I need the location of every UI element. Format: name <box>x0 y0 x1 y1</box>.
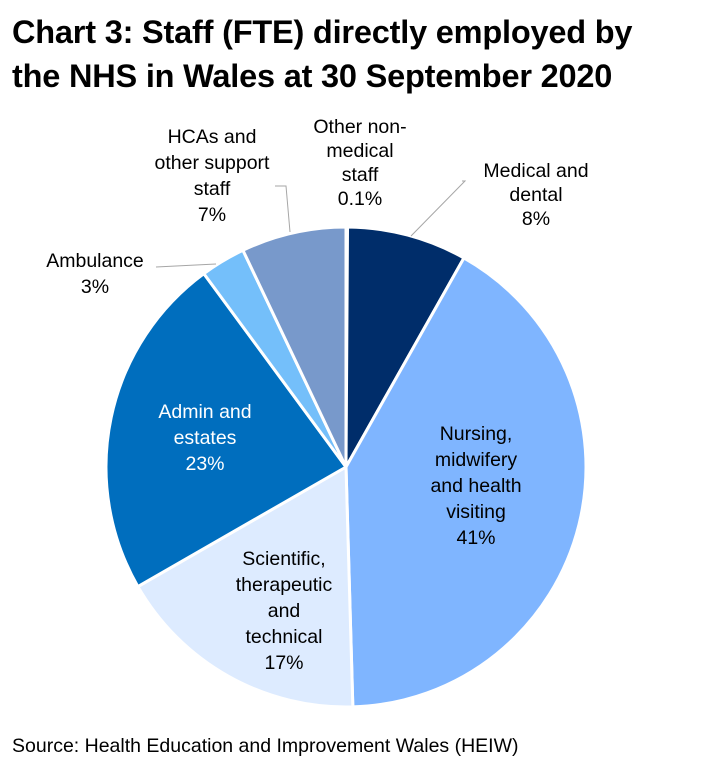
data-label-line: therapeutic <box>236 574 333 596</box>
data-label-line: 8% <box>522 208 550 230</box>
data-label-line: 0.1% <box>338 188 382 210</box>
data-label-line: midwifery <box>435 449 518 471</box>
data-label-line: HCAs and <box>168 126 257 148</box>
pie-slice-admin-and-estates <box>104 272 348 589</box>
data-label-line: staff <box>194 178 231 200</box>
data-label-line: 41% <box>456 527 495 549</box>
pie-slice-nursing-midwifery-and-health-visiting <box>344 256 588 709</box>
data-label-line: dental <box>509 184 562 206</box>
data-label: Medical and dental 8% <box>483 160 588 230</box>
data-label-line: Admin and <box>158 401 251 423</box>
leader-line <box>155 263 217 268</box>
source-note: Source: Health Education and Improvement… <box>12 735 519 757</box>
data-label-line: visiting <box>446 501 506 523</box>
data-label-line: Ambulance <box>46 250 144 272</box>
leader-line <box>275 185 291 233</box>
data-label: Ambulance 3% <box>46 250 144 298</box>
pie-slice-medical-and-dental <box>344 225 466 469</box>
pie-slice-hcas-and-other-support-staff <box>241 225 348 469</box>
data-label: Nursing, midwifery and health visiting 41% <box>430 423 521 549</box>
data-label-line: 3% <box>81 276 109 298</box>
chart-title-line-1: Chart 3: Staff (FTE) directly employed b… <box>12 14 633 50</box>
data-label-line: 23% <box>185 453 224 475</box>
data-label: Other non-medical staff 0.1% <box>313 116 406 210</box>
data-label-line: Medical and <box>483 160 588 182</box>
data-label-line: estates <box>174 427 237 449</box>
data-label: Admin and estates 23% <box>158 401 251 475</box>
data-label-line: Scientific, <box>242 548 325 570</box>
data-label: Scientific, therapeutic and technical 17% <box>236 548 333 674</box>
data-label-line: other support <box>155 152 270 174</box>
data-label-line: and health <box>430 475 521 497</box>
data-label: HCAs and other support staff 7% <box>155 126 270 226</box>
pie-slice-scientific-therapeutic-and-technical <box>136 465 355 709</box>
data-label-line: technical <box>246 626 323 648</box>
data-label-line: 17% <box>264 652 303 674</box>
data-label-line: and <box>268 600 301 622</box>
chart-title: Chart 3: Staff (FTE) directly employed b… <box>12 10 702 98</box>
data-label-line: staff <box>342 164 379 186</box>
leader-line <box>410 180 467 237</box>
data-label-line: 7% <box>198 204 226 226</box>
chart-title-line-2: the NHS in Wales at 30 September 2020 <box>12 58 613 94</box>
data-label-line: Other non- <box>313 116 406 138</box>
data-label-line: Nursing, <box>440 423 513 445</box>
data-label-line: medical <box>326 140 393 162</box>
